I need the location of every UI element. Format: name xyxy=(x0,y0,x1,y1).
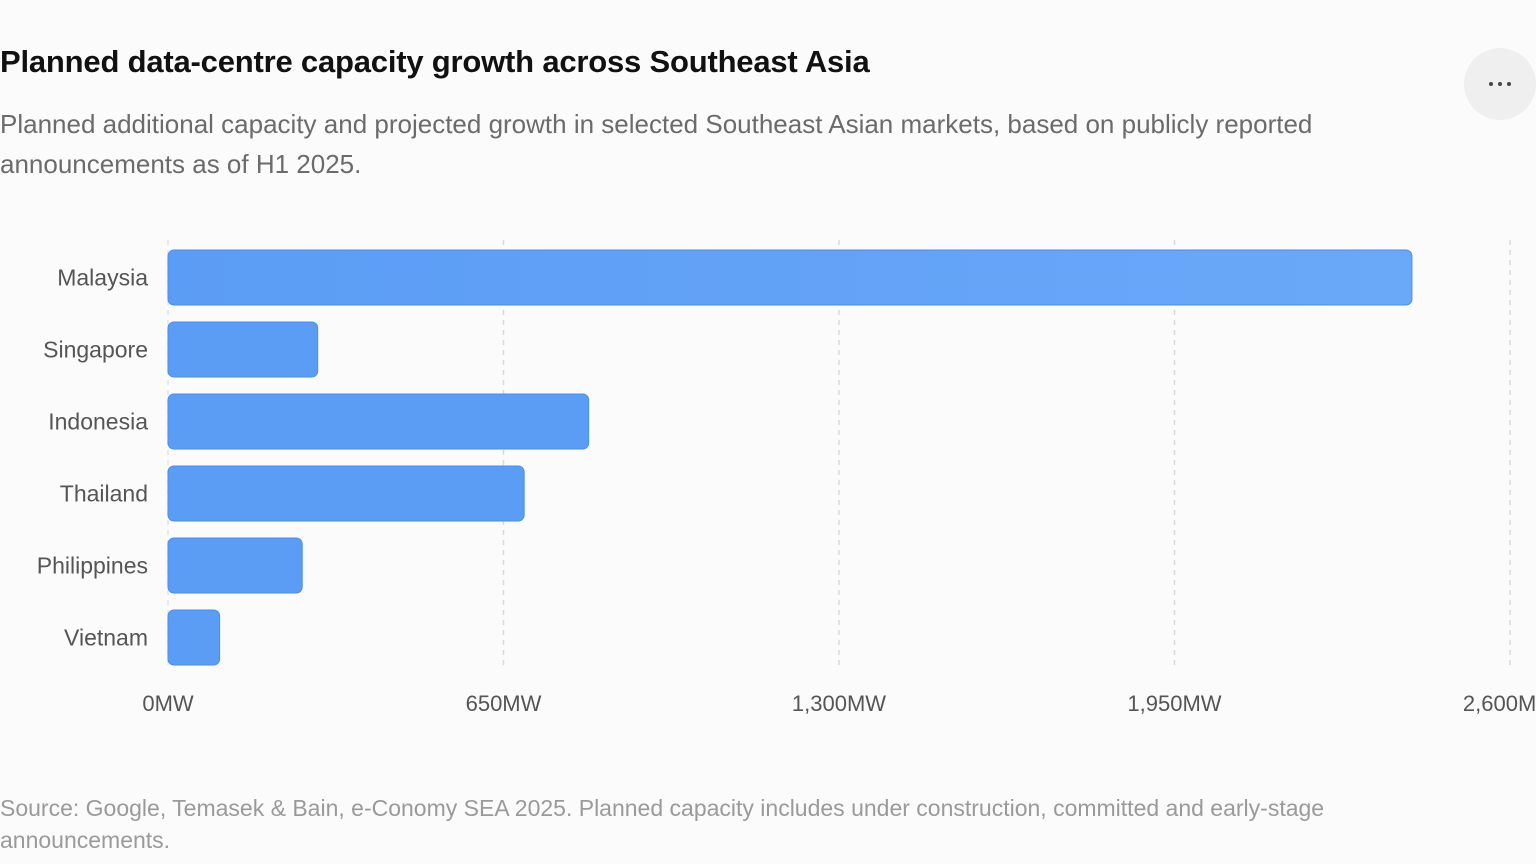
x-tick-label: 650MW xyxy=(466,691,542,716)
more-horizontal-icon xyxy=(1507,82,1511,86)
chart-title: Planned data-centre capacity growth acro… xyxy=(0,44,870,79)
bar-philippines xyxy=(167,537,303,594)
x-tick-label: 1,950MW xyxy=(1127,691,1221,716)
bar-malaysia xyxy=(167,249,1413,306)
x-tick-label: 0MW xyxy=(142,691,194,716)
chart-subtitle: Planned additional capacity and projecte… xyxy=(0,109,1313,179)
bar-chart: 0MW 650MW 1,300MW 1,950MW 2,600MW Malaysia Sin… xyxy=(37,240,1536,716)
bar-indonesia xyxy=(167,393,590,450)
category-label: Philippines xyxy=(37,553,148,579)
more-horizontal-icon xyxy=(1498,82,1502,86)
more-options-button[interactable] xyxy=(1464,48,1536,120)
source-note: Source: Google, Temasek & Bain, e-Conomy… xyxy=(0,795,1325,853)
category-label: Indonesia xyxy=(48,409,148,435)
category-label: Malaysia xyxy=(57,265,148,291)
category-label: Singapore xyxy=(43,337,148,363)
bar-vietnam xyxy=(167,609,221,666)
more-horizontal-icon xyxy=(1489,82,1493,86)
category-label: Thailand xyxy=(60,481,148,507)
category-label: Vietnam xyxy=(64,625,148,651)
x-tick-label: 1,300MW xyxy=(792,691,886,716)
bar-singapore xyxy=(167,321,319,378)
x-tick-label: 2,600MW xyxy=(1463,691,1536,716)
bar-thailand xyxy=(167,465,525,522)
